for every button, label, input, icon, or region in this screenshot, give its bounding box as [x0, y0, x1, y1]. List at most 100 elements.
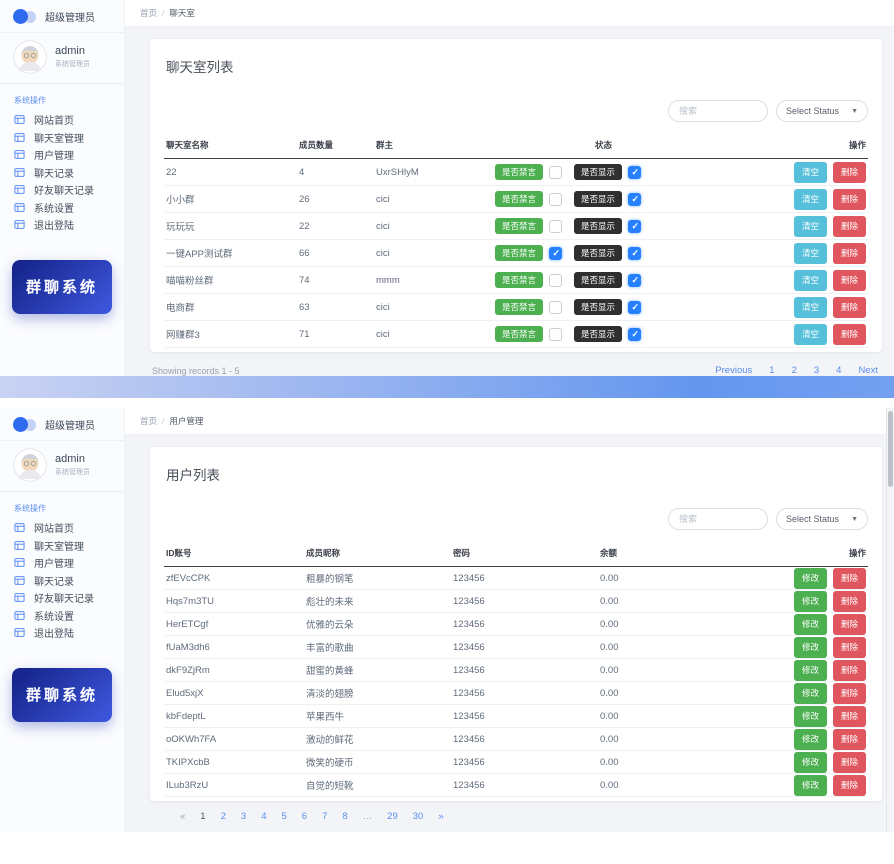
delete-button[interactable]: 删除 — [832, 323, 866, 345]
clear-button[interactable]: 清空 — [793, 269, 827, 291]
sidebar-item-users[interactable]: 用户管理 — [0, 554, 124, 572]
sidebar-item-chat-logs[interactable]: 聊天记录 — [0, 572, 124, 590]
mute-badge[interactable]: 是否禁言 — [495, 218, 544, 234]
sidebar-item-chat-logs[interactable]: 聊天记录 — [0, 164, 124, 182]
clear-button[interactable]: 清空 — [793, 188, 827, 210]
mute-badge[interactable]: 是否禁言 — [495, 191, 544, 207]
show-badge[interactable]: 是否显示 — [574, 272, 623, 288]
delete-button[interactable]: 删除 — [832, 659, 866, 681]
mute-checkbox[interactable] — [549, 273, 563, 287]
show-checkbox[interactable] — [628, 327, 642, 341]
pagination-page[interactable]: 7 — [322, 811, 328, 822]
delete-button[interactable]: 删除 — [832, 567, 866, 589]
edit-button[interactable]: 修改 — [793, 705, 827, 727]
pagination-page[interactable]: 5 — [281, 811, 287, 822]
sidebar-item-chatrooms[interactable]: 聊天室管理 — [0, 537, 124, 555]
delete-button[interactable]: 删除 — [832, 705, 866, 727]
delete-button[interactable]: 删除 — [832, 636, 866, 658]
pagination-page[interactable]: 4 — [836, 365, 842, 376]
show-badge[interactable]: 是否显示 — [574, 164, 623, 180]
scrollbar[interactable] — [886, 408, 894, 832]
delete-button[interactable]: 删除 — [832, 215, 866, 237]
clear-button[interactable]: 清空 — [793, 296, 827, 318]
mute-checkbox[interactable] — [549, 192, 563, 206]
sidebar-item-home[interactable]: 网站首页 — [0, 519, 124, 537]
sidebar-item-settings[interactable]: 系统设置 — [0, 199, 124, 217]
pagination-page[interactable]: 3 — [240, 811, 247, 822]
pagination-previous[interactable]: Previous — [715, 365, 753, 376]
edit-button[interactable]: 修改 — [793, 659, 827, 681]
clear-button[interactable]: 清空 — [793, 242, 827, 264]
pagination-page[interactable]: 29 — [387, 811, 398, 822]
show-badge[interactable]: 是否显示 — [574, 191, 623, 207]
delete-button[interactable]: 删除 — [832, 161, 866, 183]
status-filter-select[interactable]: Select Status — [776, 100, 868, 122]
delete-button[interactable]: 删除 — [832, 242, 866, 264]
search-input[interactable] — [668, 508, 768, 530]
mute-checkbox[interactable] — [549, 219, 563, 233]
breadcrumb-home[interactable]: 首页 — [140, 416, 158, 426]
show-checkbox[interactable] — [628, 300, 642, 314]
show-checkbox[interactable] — [628, 219, 642, 233]
mute-badge[interactable]: 是否禁言 — [495, 326, 544, 342]
edit-button[interactable]: 修改 — [793, 567, 827, 589]
show-checkbox[interactable] — [628, 273, 642, 287]
clear-button[interactable]: 清空 — [793, 323, 827, 345]
clear-button[interactable]: 清空 — [793, 215, 827, 237]
scrollbar-thumb[interactable] — [888, 411, 893, 487]
pagination-page[interactable]: 1 — [769, 365, 775, 376]
pagination-page[interactable]: 2 — [220, 811, 226, 822]
group-chat-system-button[interactable]: 群聊系统 — [12, 259, 112, 314]
pagination-page[interactable]: 8 — [342, 811, 348, 822]
delete-button[interactable]: 删除 — [832, 728, 866, 750]
show-badge[interactable]: 是否显示 — [574, 299, 623, 315]
delete-button[interactable]: 删除 — [832, 296, 866, 318]
sidebar-item-settings[interactable]: 系统设置 — [0, 607, 124, 625]
edit-button[interactable]: 修改 — [793, 590, 827, 612]
sidebar-item-logout[interactable]: 退出登陆 — [0, 216, 124, 234]
show-badge[interactable]: 是否显示 — [574, 218, 623, 234]
delete-button[interactable]: 删除 — [832, 774, 866, 796]
mute-checkbox[interactable] — [549, 165, 563, 179]
mute-badge[interactable]: 是否禁言 — [495, 299, 544, 315]
edit-button[interactable]: 修改 — [793, 613, 827, 635]
mute-checkbox[interactable] — [549, 300, 563, 314]
delete-button[interactable]: 删除 — [832, 682, 866, 704]
pagination-page-active[interactable]: 1 — [200, 811, 206, 822]
delete-button[interactable]: 删除 — [832, 613, 866, 635]
pagination-last[interactable]: » — [438, 811, 444, 822]
edit-button[interactable]: 修改 — [793, 751, 827, 773]
sidebar-item-logout[interactable]: 退出登陆 — [0, 624, 124, 642]
clear-button[interactable]: 清空 — [793, 161, 827, 183]
search-input[interactable] — [668, 100, 768, 122]
pagination-page[interactable]: 4 — [261, 811, 267, 822]
pagination-next[interactable]: Next — [858, 365, 878, 376]
edit-button[interactable]: 修改 — [793, 774, 827, 796]
sidebar-item-friend-logs[interactable]: 好友聊天记录 — [0, 181, 124, 199]
show-badge[interactable]: 是否显示 — [574, 326, 623, 342]
delete-button[interactable]: 删除 — [832, 751, 866, 773]
status-filter-select[interactable]: Select Status — [776, 508, 868, 530]
delete-button[interactable]: 删除 — [832, 269, 866, 291]
pagination-page[interactable]: 6 — [301, 811, 308, 822]
show-checkbox[interactable] — [628, 192, 642, 206]
edit-button[interactable]: 修改 — [793, 728, 827, 750]
sidebar-item-home[interactable]: 网站首页 — [0, 111, 124, 129]
mute-badge[interactable]: 是否禁言 — [495, 245, 544, 261]
mute-checkbox[interactable] — [549, 327, 563, 341]
breadcrumb-home[interactable]: 首页 — [140, 8, 158, 18]
delete-button[interactable]: 删除 — [832, 590, 866, 612]
show-checkbox[interactable] — [628, 165, 642, 179]
edit-button[interactable]: 修改 — [793, 636, 827, 658]
pagination-page[interactable]: 30 — [412, 811, 424, 822]
show-badge[interactable]: 是否显示 — [574, 245, 623, 261]
show-checkbox[interactable] — [628, 246, 642, 260]
group-chat-system-button[interactable]: 群聊系统 — [12, 667, 112, 722]
sidebar-item-friend-logs[interactable]: 好友聊天记录 — [0, 589, 124, 607]
pagination-page[interactable]: 3 — [813, 365, 820, 376]
mute-checkbox[interactable] — [549, 246, 563, 260]
pagination-first[interactable]: « — [180, 811, 186, 822]
sidebar-item-users[interactable]: 用户管理 — [0, 146, 124, 164]
mute-badge[interactable]: 是否禁言 — [495, 164, 544, 180]
delete-button[interactable]: 删除 — [832, 188, 866, 210]
